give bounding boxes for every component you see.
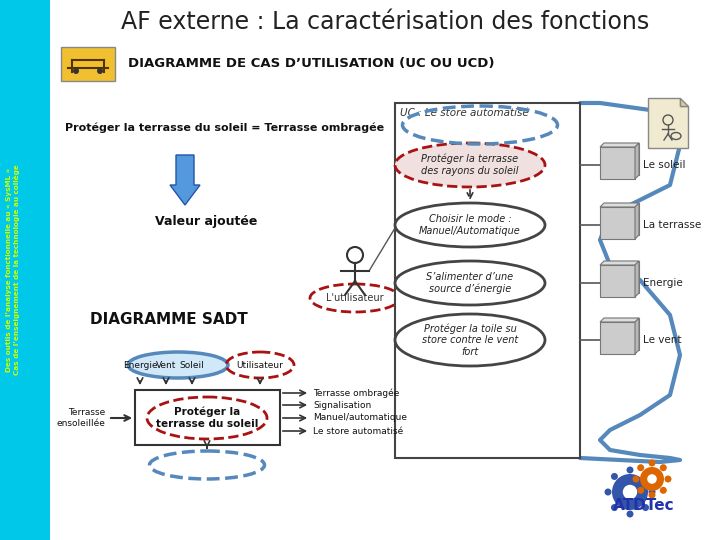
Ellipse shape	[395, 203, 545, 247]
Text: Signalisation: Signalisation	[313, 401, 372, 409]
Text: Des outils de l’analyse fonctionnelle au « SysML »
Cas de l’enseignement de la t: Des outils de l’analyse fonctionnelle au…	[6, 165, 20, 375]
Polygon shape	[600, 261, 639, 265]
Text: Soleil: Soleil	[179, 361, 204, 369]
FancyBboxPatch shape	[0, 0, 50, 540]
Text: DIAGRAMME SADT: DIAGRAMME SADT	[90, 313, 248, 327]
Circle shape	[612, 474, 648, 510]
Circle shape	[660, 464, 667, 471]
FancyBboxPatch shape	[600, 147, 635, 179]
Text: Terrasse
ensoleillée: Terrasse ensoleillée	[56, 408, 105, 428]
FancyBboxPatch shape	[135, 390, 280, 445]
FancyBboxPatch shape	[61, 47, 115, 81]
Polygon shape	[635, 318, 639, 354]
Circle shape	[611, 473, 618, 480]
FancyBboxPatch shape	[395, 103, 580, 458]
Circle shape	[660, 487, 667, 494]
Circle shape	[642, 473, 649, 480]
Polygon shape	[635, 203, 639, 239]
Text: Energie: Energie	[122, 361, 157, 369]
Text: S’alimenter d’une
source d’énergie: S’alimenter d’une source d’énergie	[426, 272, 513, 294]
Circle shape	[97, 68, 103, 74]
Circle shape	[649, 460, 655, 467]
Circle shape	[665, 476, 672, 483]
FancyBboxPatch shape	[600, 322, 635, 354]
Text: Choisir le mode :
Manuel/Automatique: Choisir le mode : Manuel/Automatique	[419, 214, 521, 236]
Text: La terrasse: La terrasse	[643, 220, 701, 230]
Circle shape	[649, 489, 655, 496]
Polygon shape	[635, 261, 639, 297]
Text: Protéger la toile su
store contre le vent
fort: Protéger la toile su store contre le ven…	[422, 323, 518, 357]
Text: Manuel/automatique: Manuel/automatique	[313, 414, 407, 422]
Circle shape	[649, 491, 655, 498]
Circle shape	[637, 487, 644, 494]
FancyBboxPatch shape	[604, 203, 639, 235]
FancyBboxPatch shape	[600, 265, 635, 297]
Circle shape	[642, 504, 649, 511]
Text: Le store automatisé: Le store automatisé	[313, 427, 403, 435]
Text: Terrasse ombragée: Terrasse ombragée	[313, 388, 400, 398]
FancyBboxPatch shape	[604, 143, 639, 175]
FancyBboxPatch shape	[600, 207, 635, 239]
Ellipse shape	[395, 261, 545, 305]
Text: Protéger la
terrasse du soleil: Protéger la terrasse du soleil	[156, 407, 258, 429]
Circle shape	[73, 68, 79, 74]
Text: Energie: Energie	[643, 278, 683, 288]
Text: Vent: Vent	[156, 361, 176, 369]
Polygon shape	[170, 155, 200, 205]
Text: Le soleil: Le soleil	[643, 160, 685, 170]
Text: L'utilisateur: L'utilisateur	[326, 293, 384, 303]
Ellipse shape	[395, 143, 545, 187]
Circle shape	[640, 467, 664, 491]
Text: Le vent: Le vent	[643, 335, 682, 345]
Polygon shape	[635, 143, 639, 179]
FancyBboxPatch shape	[604, 261, 639, 293]
Circle shape	[637, 464, 644, 471]
Circle shape	[605, 489, 611, 496]
Circle shape	[632, 476, 639, 483]
Text: Protéger la terrasse du soleil = Terrasse ombragée: Protéger la terrasse du soleil = Terrass…	[65, 123, 384, 133]
Polygon shape	[648, 98, 688, 148]
FancyBboxPatch shape	[604, 318, 639, 350]
Polygon shape	[680, 98, 688, 106]
Circle shape	[626, 510, 634, 517]
Text: Protéger la terrasse
des rayons du soleil: Protéger la terrasse des rayons du solei…	[421, 154, 518, 176]
Polygon shape	[600, 318, 639, 322]
Text: UC : Le store automatisé: UC : Le store automatisé	[400, 108, 528, 118]
Text: Utilisateur: Utilisateur	[237, 361, 284, 369]
Text: ATDTec: ATDTec	[613, 497, 675, 512]
Polygon shape	[600, 143, 639, 147]
Text: DIAGRAMME DE CAS D’UTILISATION (UC OU UCD): DIAGRAMME DE CAS D’UTILISATION (UC OU UC…	[128, 57, 495, 71]
Text: Valeur ajoutée: Valeur ajoutée	[155, 215, 257, 228]
Circle shape	[611, 504, 618, 511]
Ellipse shape	[128, 352, 228, 378]
Circle shape	[623, 485, 637, 499]
Circle shape	[626, 467, 634, 474]
Ellipse shape	[395, 314, 545, 366]
Text: AF externe : La caractérisation des fonctions: AF externe : La caractérisation des fonc…	[121, 10, 649, 34]
Circle shape	[647, 474, 657, 484]
Polygon shape	[600, 203, 639, 207]
